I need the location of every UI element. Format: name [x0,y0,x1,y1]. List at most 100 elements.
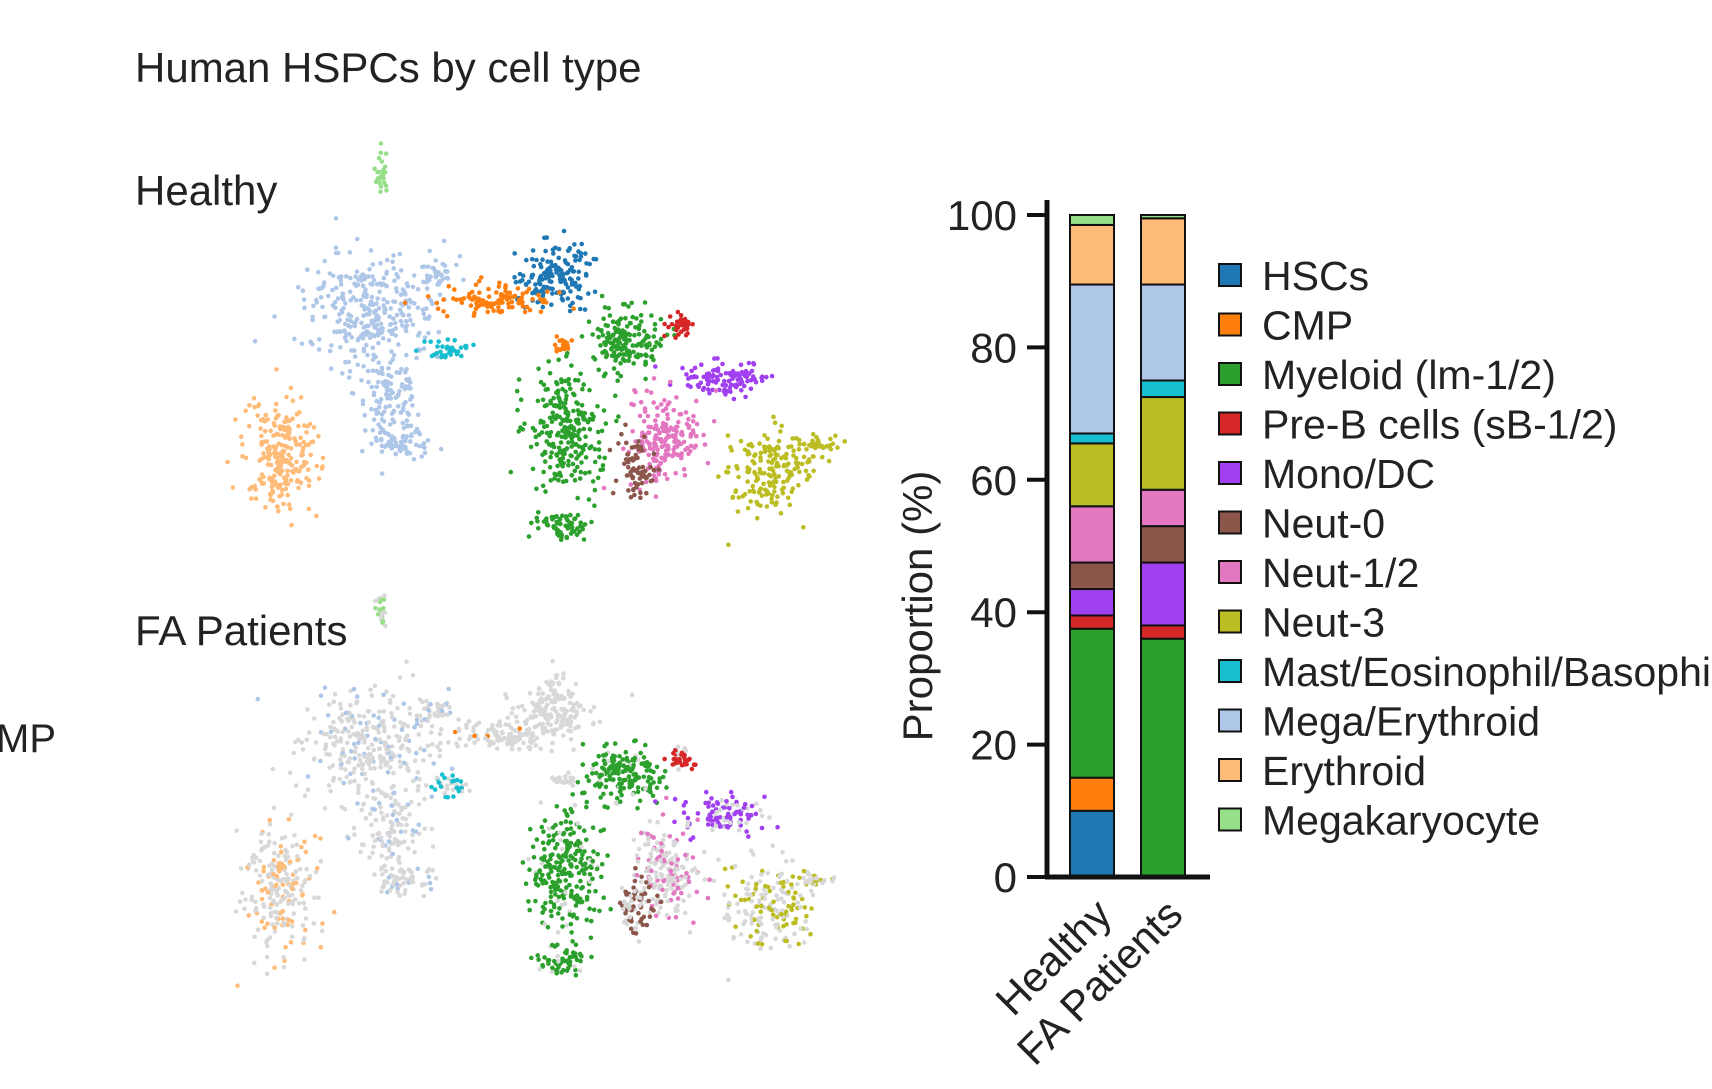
umap-cell [742,919,748,924]
umap-cell [577,951,583,957]
umap-cell [667,834,673,839]
umap-cell [366,274,371,279]
legend-label: Pre-B cells (sB-1/2) [1262,402,1617,448]
umap-cell [558,821,564,826]
umap-cell [438,740,443,746]
umap-cell [596,367,601,373]
umap-cell [543,900,548,906]
umap-cell [246,862,252,867]
umap-cell [373,736,378,742]
umap-cell [642,328,647,334]
umap-cell [778,912,784,917]
umap-cell [417,831,422,837]
umap-cell [461,296,467,301]
umap-cell [539,430,545,435]
umap-cell [564,514,569,519]
umap-cell [572,253,577,259]
umap-cell [540,483,546,489]
umap-cell [546,826,552,832]
umap-cell [353,745,359,750]
umap-cell [672,819,677,825]
umap-cell [300,288,306,294]
umap-cell [643,786,648,792]
umap-cell [777,928,783,933]
umap-cell [639,319,644,324]
umap-cell [676,419,681,425]
umap-cell [759,872,764,877]
umap-cell [810,432,816,437]
umap-cell [365,745,371,751]
umap-cell [383,151,389,156]
umap-cell [387,403,393,409]
umap-cell [633,389,638,395]
umap-cell [381,883,387,888]
umap-cell [596,440,602,445]
umap-cell [602,455,607,461]
bar-segment [1069,588,1115,617]
umap-cell [665,443,671,449]
umap-cell [758,946,763,951]
umap-cell [450,773,456,778]
umap-cell [382,729,387,734]
umap-cell [770,480,776,486]
umap-cell [494,290,499,295]
umap-cell [252,483,257,489]
umap-cell [727,385,733,391]
umap-cell [280,908,286,914]
umap-cell [545,694,550,700]
umap-cell [388,360,393,366]
umap-cell [576,276,581,281]
umap-cell [562,808,567,813]
umap-cell [391,316,396,321]
umap-cell [577,968,583,973]
umap-cell [707,374,713,379]
umap-cell [327,348,333,354]
umap-cell [384,384,390,390]
umap-cell [437,748,443,753]
umap-cell [379,471,385,476]
umap-cell [769,499,775,505]
umap-cell [322,806,328,811]
umap-cell [345,740,350,746]
umap-cell [690,855,696,860]
umap-cell [792,466,797,472]
umap-cell [635,806,640,811]
umap-cell [399,807,405,812]
umap-cell [272,965,277,970]
umap-cell [255,413,260,418]
umap-cell [770,916,775,922]
bar-segment [1140,637,1186,878]
bar-segment [1069,614,1115,630]
umap-cell [574,864,580,870]
umap-cell [338,282,344,287]
umap-cell [376,155,382,161]
umap-cell [632,492,637,498]
umap-cell [806,473,811,478]
umap-cell [831,875,837,880]
legend-swatch [1218,758,1242,782]
umap-cell [338,706,344,711]
umap-cell [371,747,377,753]
umap-cell [604,778,609,783]
umap-cell [534,257,539,263]
umap-cell [446,740,451,745]
umap-cell [274,888,279,893]
umap-cell [631,402,636,408]
umap-cell [790,436,795,441]
umap-cell [399,384,405,389]
umap-cell [422,316,428,321]
umap-cell [674,327,679,333]
umap-cell [678,441,684,447]
umap-cell [678,876,684,882]
umap-cell [348,779,353,784]
umap-cell [378,764,384,770]
umap-cell [386,839,392,844]
umap-cell [631,904,636,909]
umap-cell [415,287,421,292]
umap-cell [545,958,551,963]
umap-cell [379,790,384,795]
umap-cell [431,761,437,766]
umap-cell [758,458,763,463]
umap-cell [749,874,754,880]
umap-cell [398,318,404,324]
